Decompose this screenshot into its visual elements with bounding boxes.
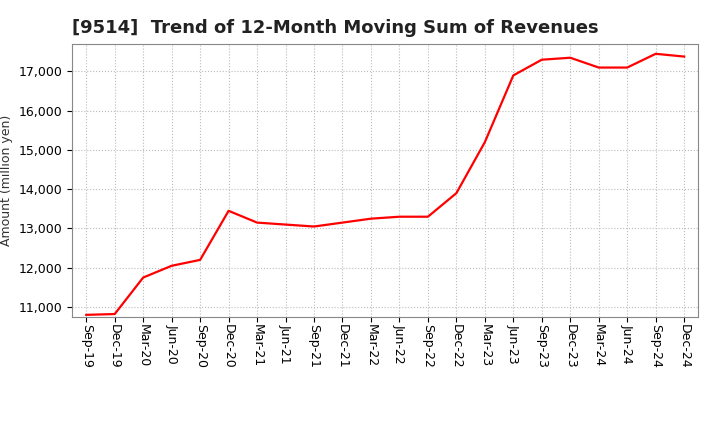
Y-axis label: Amount (million yen): Amount (million yen) xyxy=(0,115,13,246)
Text: [9514]  Trend of 12-Month Moving Sum of Revenues: [9514] Trend of 12-Month Moving Sum of R… xyxy=(72,19,598,37)
